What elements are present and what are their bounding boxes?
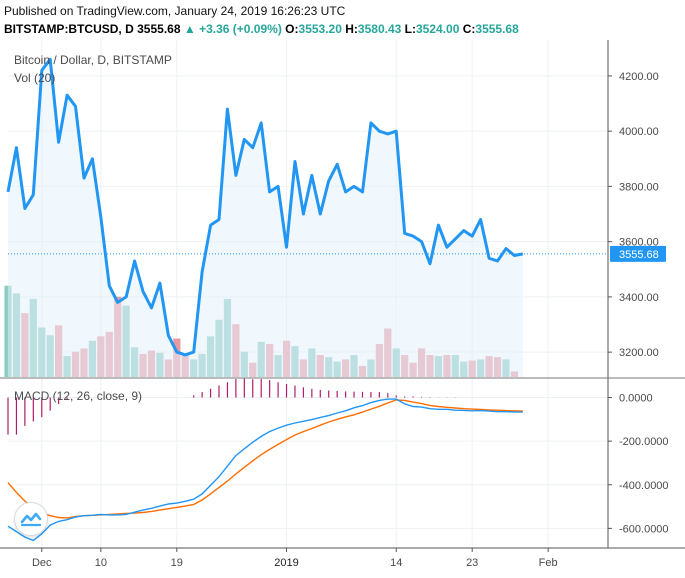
chart-title: Bitcoin / Dollar, D, BITSTAMP [14, 53, 172, 67]
symbol-label: BITSTAMP:BTCUSD, D [4, 22, 134, 36]
y-tick-label: 3200.00 [619, 347, 659, 359]
published-info: Published on TradingView.com, January 24… [4, 4, 346, 18]
high-value: 3580.43 [357, 22, 402, 36]
x-tick-label: 19 [171, 557, 183, 569]
y-tick-label: 0.0000 [619, 393, 653, 405]
y-tick-label: 4000.00 [619, 126, 659, 138]
close-value: 3555.68 [475, 22, 519, 36]
y-tick-label: 3800.00 [619, 181, 659, 193]
price-area [8, 59, 523, 378]
up-arrow-icon: ▲ [183, 22, 196, 36]
open-label: O: [285, 22, 299, 36]
price-line [6, 57, 524, 357]
open-value: 3553.20 [298, 22, 342, 36]
ohlc-header: BITSTAMP:BTCUSD, D 3555.68 ▲ +3.36 (+0.0… [4, 22, 519, 36]
low-value: 3524.00 [415, 22, 460, 36]
signal-line [7, 399, 523, 519]
macd-line [7, 398, 523, 542]
tradingview-logo-icon[interactable] [14, 502, 48, 536]
last-price-label: 3555.68 [619, 249, 659, 261]
y-tick-label: 3600.00 [619, 237, 659, 249]
last-price: 3555.68 [137, 22, 181, 36]
close-label: C: [462, 22, 476, 36]
low-label: L: [404, 22, 416, 36]
x-tick-label: 14 [390, 557, 402, 569]
last-price-box [610, 245, 666, 262]
volume-legend: Vol (20) [14, 71, 56, 85]
x-tick-label: Dec [32, 557, 52, 569]
price-change: +3.36 (+0.09%) [199, 22, 282, 36]
x-tick-label: Feb [539, 557, 558, 569]
y-tick-label: 3400.00 [619, 292, 659, 304]
y-tick-label: -600.0000 [619, 523, 669, 535]
y-tick-label: -200.0000 [619, 436, 669, 448]
x-tick-label: 2019 [274, 557, 298, 569]
macd-legend: MACD (12, 26, close, 9) [14, 389, 143, 403]
y-tick-label: -400.0000 [619, 480, 669, 492]
y-tick-label: 4200.00 [619, 71, 659, 83]
x-tick-label: 23 [466, 557, 478, 569]
high-label: H: [345, 22, 358, 36]
x-tick-label: 10 [95, 557, 107, 569]
